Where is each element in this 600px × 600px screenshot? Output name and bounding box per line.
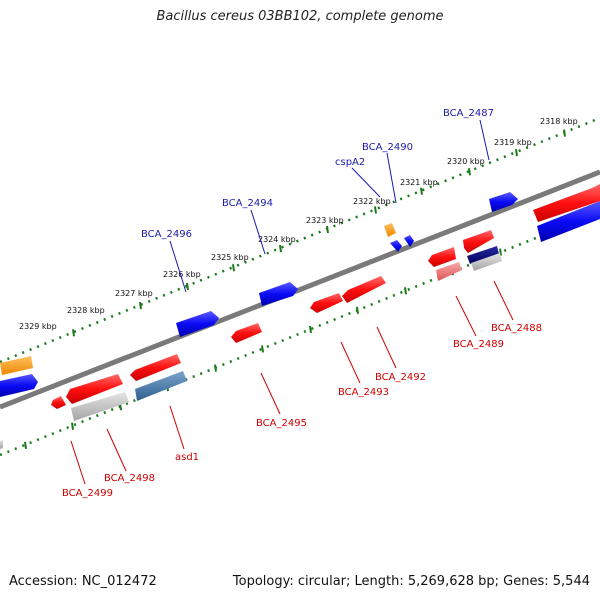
major-tick — [404, 287, 407, 295]
gene-arrow[interactable] — [51, 396, 66, 409]
gene-arrow[interactable] — [436, 262, 462, 281]
major-tick — [24, 441, 27, 449]
gene-label-reverse[interactable]: BCA_2492 — [375, 372, 426, 383]
gene-label-forward[interactable]: BCA_2494 — [222, 198, 273, 209]
major-tick — [356, 306, 359, 314]
gene-leader-line — [386, 152, 397, 204]
gene-arrow[interactable] — [71, 392, 129, 421]
gene-leader-line — [455, 295, 477, 337]
major-tick — [326, 225, 329, 234]
gene-arrow[interactable] — [390, 240, 402, 252]
major-tick — [71, 422, 74, 430]
gene-arrow[interactable] — [342, 276, 386, 303]
major-tick — [214, 364, 217, 372]
gene-arrow[interactable] — [537, 201, 600, 242]
major-tick — [139, 301, 142, 310]
gene-arrow[interactable] — [0, 374, 38, 397]
gene-arrow[interactable] — [259, 282, 298, 306]
forward-strand — [0, 192, 600, 397]
major-tick — [374, 206, 377, 214]
kbp-label: 2328 kbp — [67, 306, 105, 315]
kbp-label: 2318 kbp — [540, 117, 578, 126]
gene-leader-line — [340, 341, 361, 384]
gene-arrow[interactable] — [0, 440, 3, 449]
major-tick — [420, 187, 423, 195]
gene-leader-line — [169, 240, 187, 293]
major-tick — [499, 248, 502, 256]
kbp-label: 2323 kbp — [306, 216, 344, 225]
genome-summary-text: Topology: circular; Length: 5,269,628 bp… — [232, 574, 590, 589]
gene-label-reverse[interactable]: BCA_2495 — [256, 418, 307, 429]
major-tick — [279, 244, 282, 253]
gene-leader-line — [106, 428, 127, 472]
kbp-label: 2324 kbp — [258, 235, 296, 244]
gene-leader-line — [70, 440, 86, 485]
major-tick — [309, 325, 312, 334]
kbp-label: 2329 kbp — [19, 322, 57, 331]
gene-leader-line — [250, 209, 266, 255]
gene-arrow[interactable] — [428, 247, 456, 267]
kbp-label: 2321 kbp — [400, 178, 438, 187]
gene-label-forward[interactable]: BCA_2487 — [443, 108, 494, 119]
major-tick — [261, 345, 264, 353]
major-tick — [515, 149, 518, 157]
gene-arrow[interactable] — [384, 223, 396, 237]
gene-arrow[interactable] — [231, 323, 262, 343]
major-tick — [186, 282, 189, 291]
gene-leader-line — [479, 119, 490, 161]
gene-arrow[interactable] — [489, 192, 518, 212]
gene-label-reverse[interactable]: BCA_2498 — [104, 473, 155, 484]
kbp-label: 2322 kbp — [353, 197, 391, 206]
gene-arrow[interactable] — [135, 371, 187, 401]
gene-leader-line — [260, 372, 281, 415]
gene-arrow[interactable] — [471, 253, 502, 271]
gene-label-reverse[interactable]: BCA_2489 — [453, 339, 504, 350]
major-tick — [468, 168, 471, 176]
gene-leader-line — [351, 167, 381, 198]
gene-label-reverse[interactable]: BCA_2488 — [491, 323, 542, 334]
gene-label-reverse[interactable]: BCA_2499 — [62, 488, 113, 499]
gene-arrow[interactable] — [0, 356, 33, 375]
kbp-label: 2320 kbp — [447, 157, 485, 166]
gene-arrow[interactable] — [176, 311, 219, 337]
major-tick — [563, 129, 566, 137]
page-title: Bacillus cereus 03BB102, complete genome — [156, 9, 444, 24]
accession-text: Accession: NC_012472 — [9, 574, 157, 589]
gene-arrow[interactable] — [463, 230, 494, 253]
gene-leader-line — [169, 405, 185, 450]
gene-label-forward[interactable]: cspA2 — [335, 157, 365, 168]
genome-backbone — [0, 169, 600, 410]
gene-arrow[interactable] — [533, 184, 600, 222]
kbp-label: 2319 kbp — [494, 138, 532, 147]
gene-arrow[interactable] — [467, 246, 499, 264]
kbp-label: 2325 kbp — [211, 253, 249, 262]
gene-arrow[interactable] — [310, 293, 343, 313]
gene-label-forward[interactable]: BCA_2496 — [141, 229, 192, 240]
major-tick — [72, 329, 75, 337]
gene-label-reverse[interactable]: BCA_2493 — [338, 387, 389, 398]
gene-arrow[interactable] — [130, 354, 181, 381]
gene-label-reverse[interactable]: asd1 — [175, 452, 199, 463]
reverse-strand — [0, 184, 600, 449]
kbp-label: 2326 kbp — [163, 270, 201, 279]
gene-arrow[interactable] — [404, 235, 414, 247]
gene-leader-line — [493, 280, 514, 321]
kbp-label: 2327 kbp — [115, 289, 153, 298]
gene-leader-line — [376, 326, 397, 369]
major-tick — [232, 264, 235, 272]
gene-arrow[interactable] — [66, 374, 123, 404]
gene-label-forward[interactable]: BCA_2490 — [362, 142, 413, 153]
